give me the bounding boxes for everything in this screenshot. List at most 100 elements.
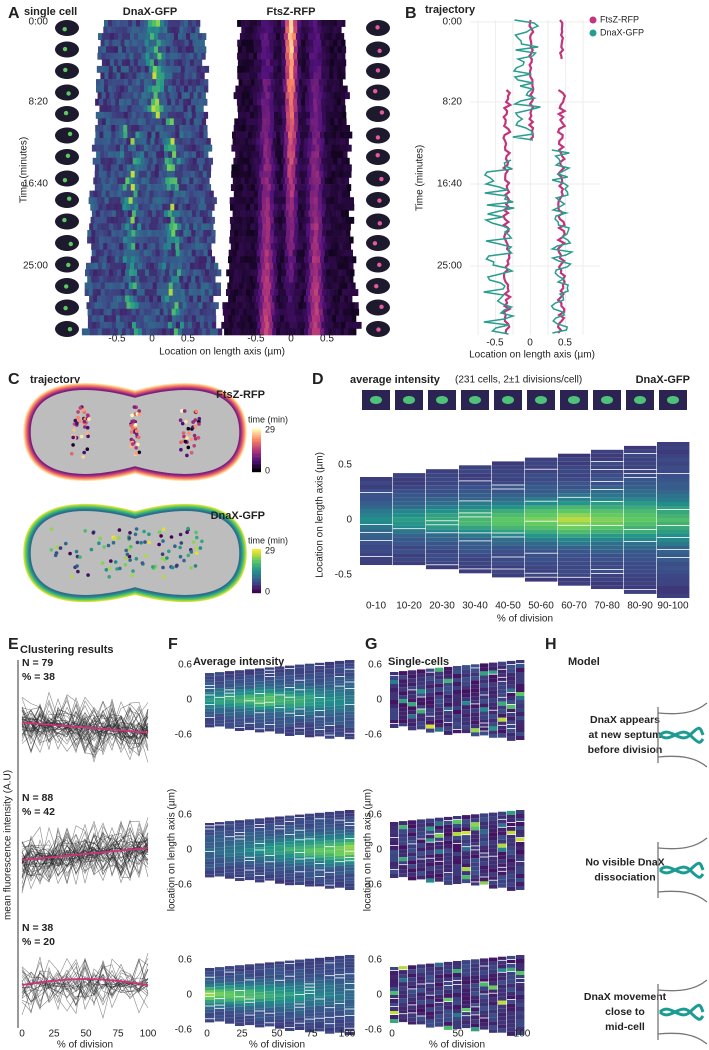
kymograph-pixel: [155, 131, 160, 139]
kymograph-pixel: [121, 52, 126, 60]
kymograph-pixel: [107, 111, 113, 119]
kymograph-pixel: [115, 131, 120, 139]
kymograph-pixel: [278, 230, 283, 237]
kymograph-pixel: [194, 302, 199, 310]
heatmap-cell: [315, 864, 325, 868]
heatmap-cell: [315, 993, 325, 997]
kymograph-pixel: [142, 203, 147, 211]
kymograph-pixel: [279, 164, 284, 172]
kymograph-pixel: [194, 216, 199, 224]
kymograph-pixel: [235, 164, 240, 172]
x-axis-label: Location on length axis (µm): [469, 350, 595, 361]
kymograph-pixel: [300, 98, 306, 106]
kymograph-pixel: [237, 92, 242, 100]
y-tick-label: -0.5: [335, 570, 353, 581]
heatmap-cell: [315, 825, 325, 829]
kymograph-pixel: [104, 197, 109, 205]
trajectory-point: [134, 557, 139, 561]
kymograph-pixel: [259, 33, 265, 40]
kymograph-pixel: [173, 269, 178, 277]
kymograph-pixel: [305, 59, 311, 67]
heatmap-cell: [558, 477, 591, 482]
kymograph-pixel: [271, 282, 276, 290]
kymograph-pixel: [277, 275, 282, 283]
kymograph-pixel: [139, 275, 144, 283]
heatmap-cell: [417, 717, 426, 722]
kymograph-pixel: [107, 236, 112, 244]
heatmap-cell: [265, 1010, 275, 1013]
heatmap-cell: [305, 884, 315, 887]
heatmap-cell: [235, 871, 245, 875]
heatmap-cell: [285, 873, 295, 877]
heatmap-cell: [444, 710, 453, 715]
kymograph-pixel: [282, 289, 287, 296]
heatmap-cell: [255, 703, 265, 707]
kymograph-pixel: [98, 184, 104, 191]
heatmap-cell: [275, 822, 285, 826]
heatmap-cell: [498, 701, 507, 706]
kymograph-pixel: [171, 249, 176, 257]
kymograph-pixel: [179, 321, 185, 329]
kymograph-pixel: [90, 302, 95, 310]
kymograph-pixel: [115, 26, 120, 34]
kymograph-pixel: [329, 197, 334, 205]
heatmap-cell: [345, 877, 355, 881]
kymograph-pixel: [323, 170, 328, 178]
heatmap-cell: [255, 992, 265, 996]
kymograph-pixel: [301, 52, 306, 60]
heatmap-cell: [444, 718, 453, 723]
kymograph-pixel: [128, 151, 133, 159]
kymograph-pixel: [124, 65, 130, 73]
kymograph-pixel: [345, 236, 350, 244]
kymograph-pixel: [113, 118, 119, 126]
heatmap-cell: [225, 674, 235, 678]
kymograph-pixel: [155, 249, 160, 257]
heatmap-cell: [408, 678, 417, 683]
panel-title: single cell: [24, 6, 77, 18]
kymograph-pixel: [312, 249, 317, 257]
colorbar-step: [252, 432, 261, 435]
kymograph-pixel: [195, 111, 201, 119]
kymograph-pixel: [99, 125, 104, 132]
kymograph-pixel: [94, 138, 99, 145]
kymograph-pixel: [260, 131, 265, 139]
kymograph-pixel: [161, 177, 166, 185]
heatmap-cell: [255, 1008, 265, 1011]
kymograph-pixel: [276, 256, 281, 264]
heatmap-cell: [245, 1021, 255, 1026]
heatmap-cell: [390, 680, 399, 684]
heatmap-cell: [295, 671, 305, 675]
heatmap-cell: [215, 720, 225, 724]
trajectory-point: [142, 529, 146, 534]
kymograph-pixel: [92, 289, 97, 296]
kymograph-pixel: [326, 243, 332, 250]
kymograph-pixel: [285, 216, 291, 224]
kymograph-pixel: [309, 275, 314, 283]
heatmap-cell: [393, 517, 426, 522]
kymograph-pixel: [273, 157, 278, 165]
kymograph-pixel: [126, 33, 131, 40]
kymograph-pixel: [147, 210, 153, 218]
colorbar-step: [252, 450, 261, 453]
heatmap-cell: [245, 983, 255, 987]
kymograph-pixel: [246, 289, 251, 296]
kymograph-pixel: [264, 315, 269, 323]
trajectory-point: [178, 545, 182, 550]
kymograph-pixel: [239, 144, 244, 152]
kymograph-pixel: [93, 190, 98, 198]
kymograph-pixel: [318, 79, 323, 86]
kymograph-pixel: [289, 92, 294, 100]
heatmap-cell: [245, 964, 255, 968]
kymograph-pixel: [119, 243, 124, 250]
kymograph-pixel: [128, 65, 134, 73]
kymograph-pixel: [289, 26, 294, 34]
heatmap-cell: [325, 693, 335, 698]
heatmap-cell: [459, 513, 492, 517]
kymograph-pixel: [325, 72, 330, 80]
kymograph-pixel: [159, 249, 164, 257]
heatmap-cell: [480, 679, 489, 684]
kymograph-pixel: [187, 210, 193, 218]
heatmap-cell: [335, 712, 345, 716]
heatmap-cell: [275, 854, 285, 859]
kymograph-pixel: [139, 125, 144, 132]
